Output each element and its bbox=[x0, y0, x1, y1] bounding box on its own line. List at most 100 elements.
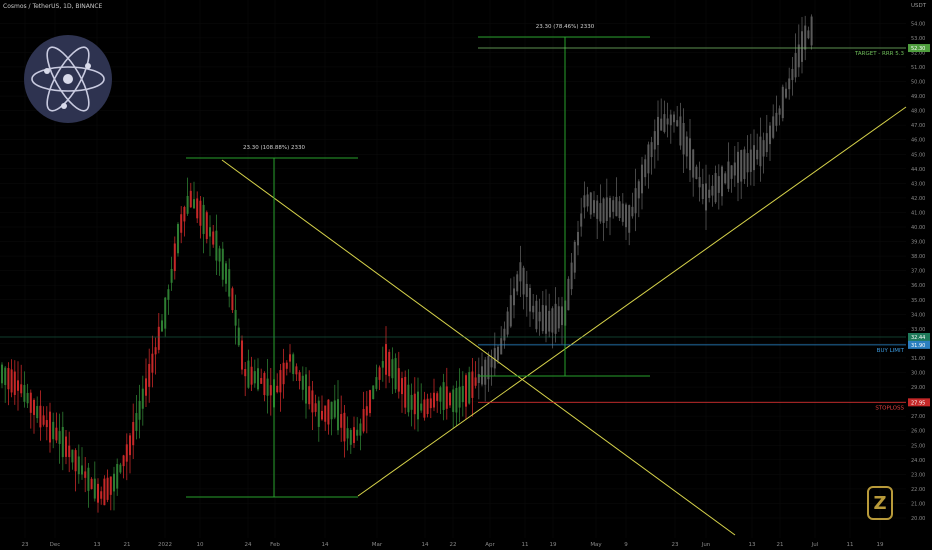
candle-body bbox=[378, 367, 381, 380]
candle-body bbox=[349, 429, 352, 445]
candle-body bbox=[346, 428, 349, 439]
candle-body bbox=[109, 476, 112, 495]
stop_price_label: 27.95 bbox=[911, 400, 925, 406]
candle-body bbox=[106, 477, 109, 500]
time-tick-label: 19 bbox=[550, 542, 557, 548]
candle-body bbox=[612, 200, 615, 212]
candle-body bbox=[532, 305, 535, 313]
candle-body bbox=[621, 203, 624, 222]
candle-body bbox=[154, 347, 157, 355]
candle-body bbox=[666, 118, 669, 125]
candle-body bbox=[810, 16, 813, 46]
candle-body bbox=[71, 449, 74, 463]
candle-body bbox=[119, 464, 122, 473]
candle-body bbox=[122, 455, 125, 467]
time-tick-label: 19 bbox=[877, 542, 884, 548]
candle-body bbox=[244, 369, 247, 377]
candle-body bbox=[497, 346, 499, 361]
price-tick-label: 29.00 bbox=[911, 385, 925, 391]
candle-body bbox=[135, 413, 138, 431]
candle-body bbox=[410, 394, 413, 410]
candles-layer bbox=[1, 14, 813, 513]
price-tick-label: 52.00 bbox=[911, 50, 925, 56]
candle-body bbox=[279, 370, 282, 393]
candle-body bbox=[487, 355, 490, 380]
candle-body bbox=[77, 456, 80, 475]
candle-body bbox=[138, 400, 141, 420]
time-tick-label: 13 bbox=[94, 542, 101, 548]
candle-body bbox=[301, 375, 304, 390]
candle-body bbox=[353, 427, 355, 443]
candle-body bbox=[10, 369, 13, 393]
candle-body bbox=[36, 406, 39, 419]
candle-body bbox=[225, 263, 227, 284]
candle-body bbox=[61, 427, 64, 458]
candle-body bbox=[538, 311, 541, 322]
candle-body bbox=[397, 368, 400, 392]
candle-body bbox=[765, 133, 768, 153]
candle-body bbox=[93, 478, 96, 499]
target-line-label: TARGET - RRR 5.3 bbox=[854, 51, 905, 57]
symbol-title[interactable]: Cosmos / TetherUS, 1D, BINANCE bbox=[3, 3, 103, 10]
price-tick-label: 41.00 bbox=[911, 210, 925, 216]
candle-body bbox=[52, 421, 55, 440]
candle-body bbox=[644, 159, 647, 178]
candle-body bbox=[186, 195, 189, 214]
price-tick-label: 38.00 bbox=[911, 254, 925, 260]
candle-body bbox=[42, 415, 45, 425]
candle-body bbox=[545, 305, 547, 334]
target_label-tag bbox=[908, 44, 930, 53]
candle-body bbox=[167, 289, 170, 300]
time-tick-label: 22 bbox=[450, 542, 457, 548]
time-tick-label: 13 bbox=[749, 542, 756, 548]
candle-body bbox=[711, 185, 714, 196]
candle-body bbox=[317, 400, 320, 427]
candle-body bbox=[372, 385, 375, 400]
candle-body bbox=[337, 399, 339, 431]
candle-body bbox=[193, 199, 195, 209]
price-tick-label: 49.00 bbox=[911, 94, 925, 100]
candle-body bbox=[458, 386, 461, 408]
candle-body bbox=[215, 230, 218, 261]
candle-body bbox=[436, 393, 439, 401]
candle-body bbox=[423, 399, 426, 418]
candle-body bbox=[103, 478, 106, 506]
candle-body bbox=[180, 214, 183, 233]
candle-body bbox=[756, 149, 759, 160]
candle-body bbox=[321, 410, 323, 420]
price-tick-label: 34.00 bbox=[911, 312, 925, 318]
candle-body bbox=[161, 320, 163, 332]
candle-body bbox=[4, 367, 7, 385]
candle-body bbox=[519, 262, 522, 282]
time-tick-label: Dec bbox=[50, 542, 61, 548]
candle-body bbox=[679, 116, 682, 146]
candle-body bbox=[100, 491, 103, 499]
candle-body bbox=[493, 348, 496, 369]
stop_price_label-tag bbox=[908, 398, 930, 407]
time-tick-label: May bbox=[590, 542, 602, 548]
candle-body bbox=[669, 114, 672, 126]
price-tick-label: 51.00 bbox=[911, 65, 925, 71]
time-tick-label: 2022 bbox=[158, 542, 172, 548]
price-axis: 20.00 21.00 22.00 23.00 24.00 25.00 26.00 27.00… bbox=[908, 21, 930, 522]
candle-body bbox=[13, 371, 16, 395]
candle-body bbox=[605, 197, 608, 221]
candle-body bbox=[369, 390, 371, 414]
candle-body bbox=[589, 192, 592, 215]
candle-body bbox=[324, 405, 327, 422]
candle-body bbox=[433, 392, 435, 408]
candle-body bbox=[87, 467, 90, 491]
candle-body bbox=[641, 164, 643, 194]
price-tick-label: 43.00 bbox=[911, 181, 925, 187]
candle-body bbox=[308, 386, 311, 405]
price-tick-label: 45.00 bbox=[911, 152, 925, 158]
candle-body bbox=[420, 403, 423, 411]
candle-body bbox=[381, 361, 384, 368]
price-tick-label: 48.00 bbox=[911, 109, 925, 115]
candle-body bbox=[692, 149, 695, 178]
price-tick-label: 23.00 bbox=[911, 472, 925, 478]
candle-body bbox=[586, 194, 589, 207]
candle-body bbox=[698, 177, 701, 188]
candle-body bbox=[260, 378, 263, 384]
